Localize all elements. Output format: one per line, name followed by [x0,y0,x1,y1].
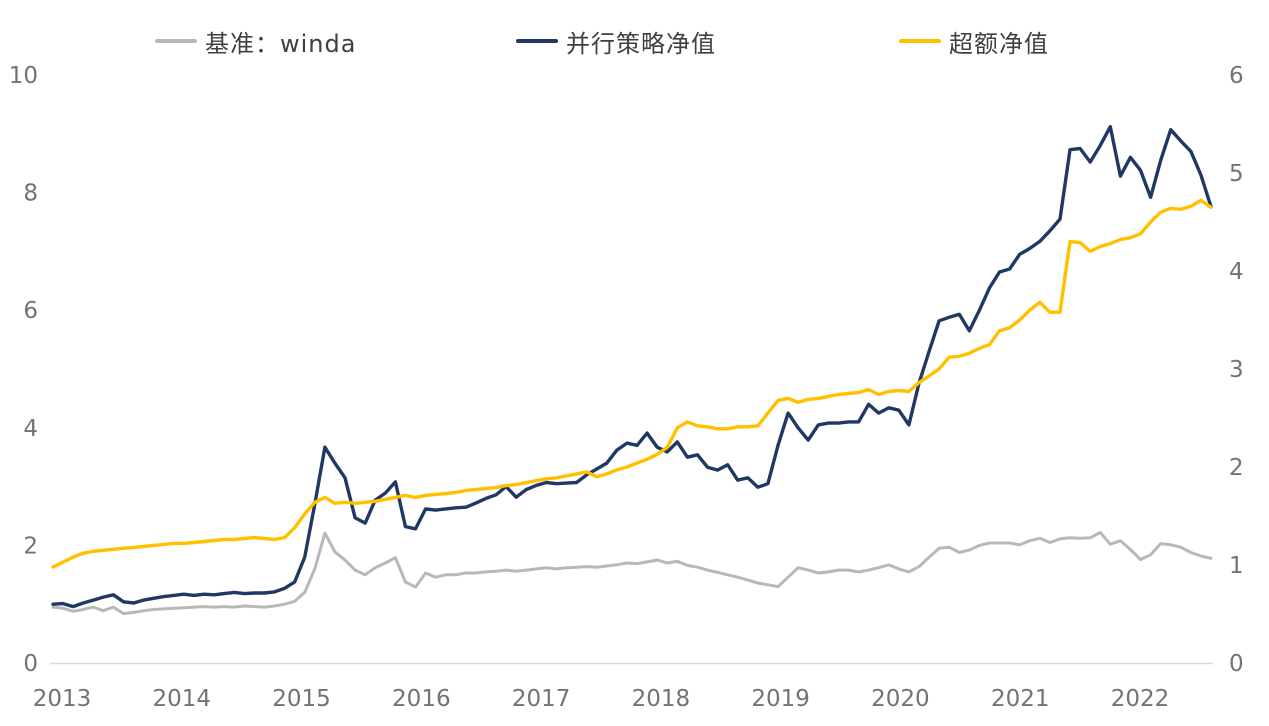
excess-nav-line-swatch [899,39,941,43]
right-axis-tick-label: 0 [1229,651,1244,677]
right-axis-tick-label: 6 [1229,63,1244,89]
legend-item-strategy-nav: 并行策略净值 [516,26,716,58]
benchmark-line [51,531,1213,616]
right-axis-tick-label: 4 [1229,259,1244,285]
x-axis-tick-label: 2022 [1111,686,1170,712]
x-axis-tick-label: 2016 [392,686,451,712]
benchmark-line-swatch [155,39,197,43]
x-axis-tick-label: 2015 [272,686,331,712]
excess-nav-line [51,198,1213,569]
left-axis-tick-label: 2 [23,533,38,559]
legend-label-excess-nav: 超额净值 [949,29,1049,58]
right-axis-tick-label: 5 [1229,161,1244,187]
left-axis-tick-label: 10 [9,63,38,89]
legend-label-strategy-nav: 并行策略净值 [566,29,716,58]
x-axis-tick-label: 2018 [632,686,691,712]
left-axis-tick-label: 4 [23,416,38,442]
x-axis-tick-label: 2013 [33,686,92,712]
legend-item-excess-nav: 超额净值 [899,26,1049,58]
left-axis-tick-label: 6 [23,298,38,324]
right-axis-tick-label: 3 [1229,357,1244,383]
left-axis-tick-label: 8 [23,181,38,207]
right-axis-tick-label: 2 [1229,455,1244,481]
left-axis-tick-label: 0 [23,651,38,677]
chart-legend: 基准：winda 并行策略净值 超额净值 [0,26,1269,58]
x-axis-tick-label: 2014 [153,686,212,712]
x-axis-tick-label: 2017 [512,686,571,712]
right-axis-tick-label: 1 [1229,553,1244,579]
x-axis-tick-label: 2020 [871,686,930,712]
x-axis-tick-label: 2019 [751,686,810,712]
x-axis-tick-label: 2021 [991,686,1050,712]
strategy-nav-line-swatch [516,39,558,43]
legend-item-benchmark: 基准：winda [155,26,357,58]
strategy-nav-line [51,124,1213,609]
legend-label-benchmark: 基准：winda [205,29,357,58]
